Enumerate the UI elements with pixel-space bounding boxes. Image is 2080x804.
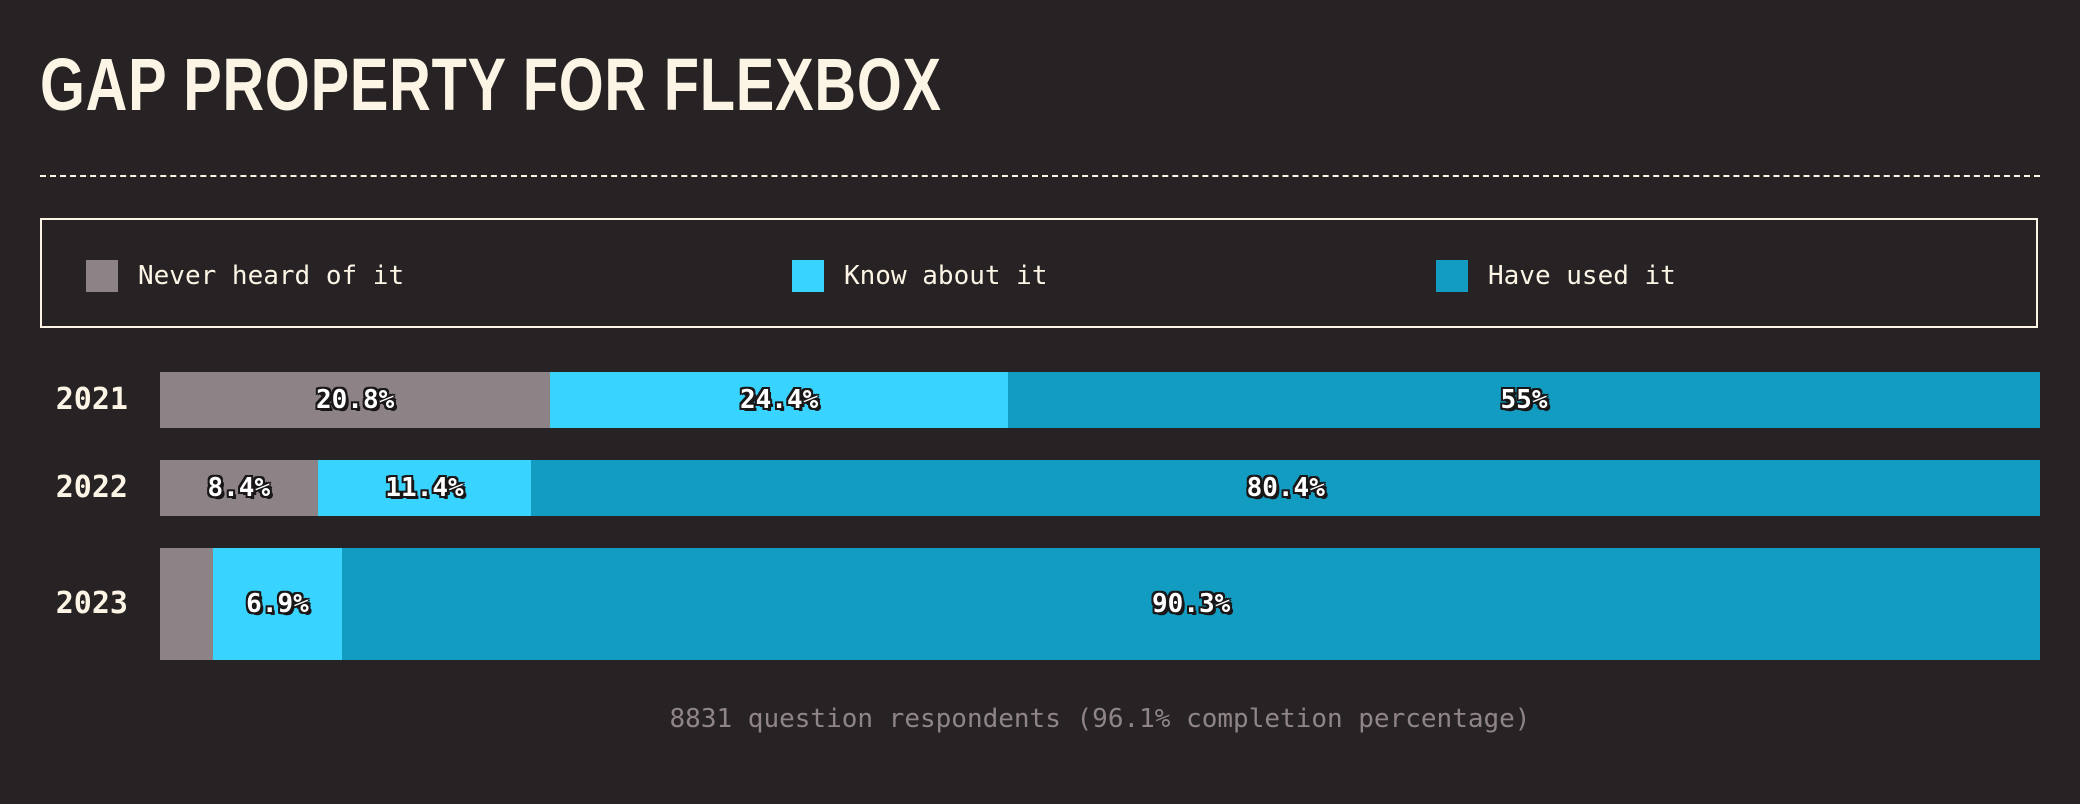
- legend-label-never-heard: Never heard of it: [138, 261, 405, 291]
- data-label-2022-know-about: 11.4%: [385, 473, 464, 503]
- data-label-2022-have-used: 80.4%: [1246, 473, 1325, 503]
- year-label-2021: 2021: [55, 382, 128, 417]
- data-label-2023-know-about: 6.9%: [246, 589, 309, 619]
- data-label-2023-have-used: 90.3%: [1152, 589, 1231, 619]
- data-label-2021-never-heard: 20.8%: [315, 385, 395, 415]
- bar-segment-2022-have-used[interactable]: 80.4%: [531, 460, 2040, 516]
- bar-segment-2021-never-heard[interactable]: 20.8%: [160, 372, 551, 428]
- legend-item-have-used[interactable]: Have used it: [1436, 260, 1676, 292]
- legend: Never heard of it Know about it Have use…: [40, 218, 2038, 328]
- legend-label-have-used: Have used it: [1488, 261, 1676, 291]
- data-label-2021-know-about: 24.4%: [740, 385, 819, 415]
- data-label-2021-have-used: 55%: [1500, 385, 1548, 415]
- chart-title: GAP PROPERTY FOR FLEXBOX: [40, 43, 942, 126]
- year-label-2022: 2022: [55, 470, 128, 505]
- data-label-2022-never-heard: 8.4%: [207, 473, 271, 503]
- legend-swatch-have-used: [1436, 260, 1468, 292]
- year-label-2023: 2023: [55, 586, 128, 621]
- bar-segment-2023-have-used[interactable]: 90.3%: [342, 548, 2040, 660]
- bar-segment-2023-know-about[interactable]: 6.9%: [212, 548, 343, 660]
- bar-segment-2022-never-heard[interactable]: 8.4%: [160, 460, 318, 516]
- bar-segment-2022-know-about[interactable]: 11.4%: [317, 460, 532, 516]
- legend-item-know-about[interactable]: Know about it: [792, 260, 1048, 292]
- bar-segment-2023-never-heard[interactable]: [160, 548, 213, 660]
- bar-segment-2021-have-used[interactable]: 55%: [1008, 372, 2040, 428]
- legend-swatch-know-about: [792, 260, 824, 292]
- legend-item-never-heard[interactable]: Never heard of it: [86, 260, 404, 292]
- title-divider: [40, 175, 2040, 177]
- bar-segment-2021-know-about[interactable]: 24.4%: [550, 372, 1009, 428]
- respondents-footnote: 8831 question respondents (96.1% complet…: [669, 704, 1531, 734]
- legend-swatch-never-heard: [86, 260, 118, 292]
- legend-label-know-about: Know about it: [844, 261, 1048, 291]
